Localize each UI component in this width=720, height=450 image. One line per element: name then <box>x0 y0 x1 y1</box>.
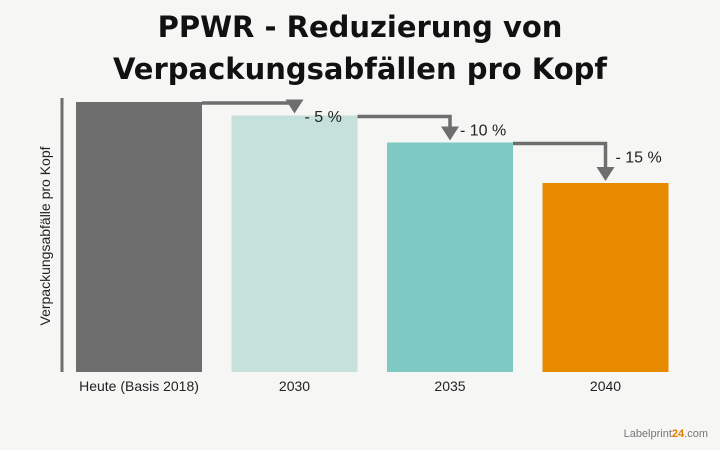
y-axis-label: Verpackungsabfälle pro Kopf <box>37 146 53 325</box>
reduction-label: - 5 % <box>305 109 342 126</box>
reduction-arrow-line <box>513 141 608 169</box>
arrow-head-icon <box>441 126 459 141</box>
x-tick-label: 2035 <box>434 378 465 394</box>
brand-prefix: Labelprint <box>623 428 672 440</box>
bar-3 <box>542 183 669 372</box>
chart-title: PPWR - Reduzierung von Verpackungsabfäll… <box>0 6 720 90</box>
reduction-label: - 15 % <box>616 150 662 167</box>
arrows-group: - 5 % - 10 % - 15 % <box>202 99 662 181</box>
chart-title-line-1: PPWR - Reduzierung von <box>157 10 563 44</box>
reduction-label: - 10 % <box>460 123 506 140</box>
x-tick-label: 2040 <box>590 378 621 394</box>
bar-1 <box>231 115 358 372</box>
chart-title-line-2: Verpackungsabfällen pro Kopf <box>112 52 608 86</box>
brand-logo: Labelprint24.com <box>624 428 708 440</box>
reduction-arrow-line <box>202 101 297 105</box>
bar-2 <box>387 142 513 372</box>
brand-suffix: .com <box>684 428 708 440</box>
bars-group <box>76 102 669 372</box>
arrow-head-icon <box>285 99 304 114</box>
x-tick-label: Heute (Basis 2018) <box>79 378 199 394</box>
arrow-head-icon <box>596 167 615 181</box>
bar-0 <box>76 102 202 372</box>
reduction-arrow-line <box>357 114 452 129</box>
x-ticks-group: Heute (Basis 2018) 2030 2035 2040 <box>79 378 621 394</box>
brand-accent: 24 <box>671 428 685 440</box>
x-tick-label: 2030 <box>279 378 310 394</box>
